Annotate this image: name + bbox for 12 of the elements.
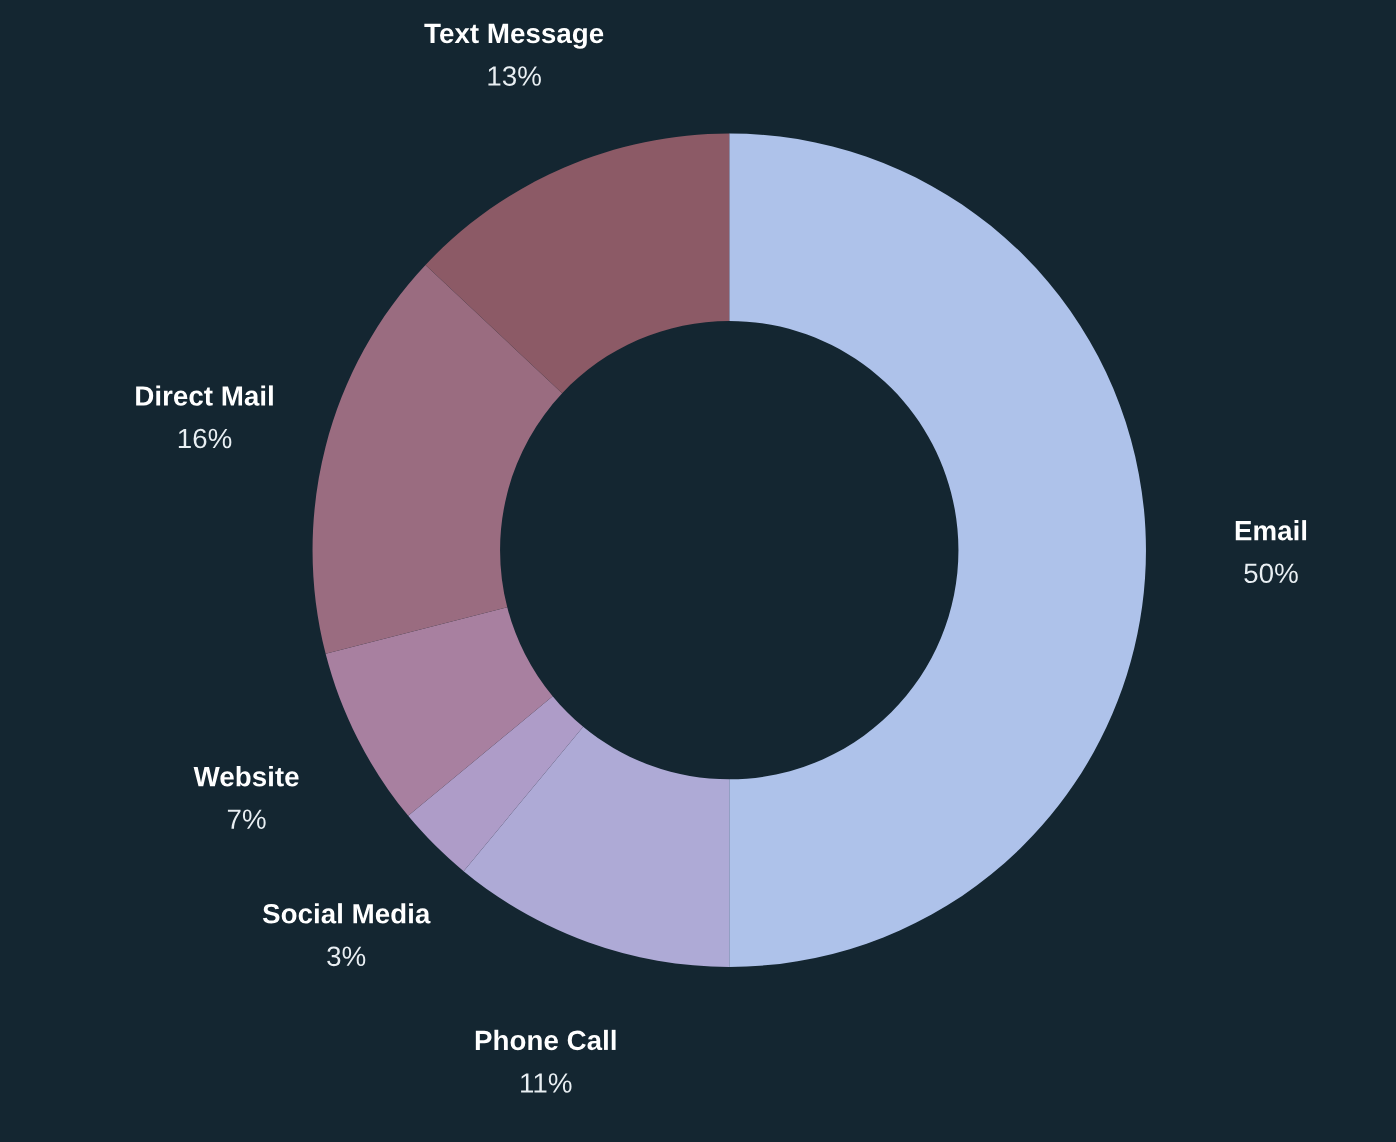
data-label: 3% xyxy=(327,946,366,967)
data-label: 16% xyxy=(178,428,232,449)
slice-label: Phone Call xyxy=(475,1029,616,1051)
slice-label: Direct Mail xyxy=(136,385,273,406)
slice-label: Email xyxy=(1235,520,1307,541)
data-label: 50% xyxy=(1244,563,1298,584)
data-label: 7% xyxy=(227,809,266,829)
slice-label: Social Media xyxy=(262,903,431,924)
data-label: 13% xyxy=(488,66,541,86)
data-label: 11% xyxy=(521,1073,572,1093)
slice-label: Website xyxy=(193,766,299,787)
slice-label: Text Message xyxy=(424,23,604,49)
